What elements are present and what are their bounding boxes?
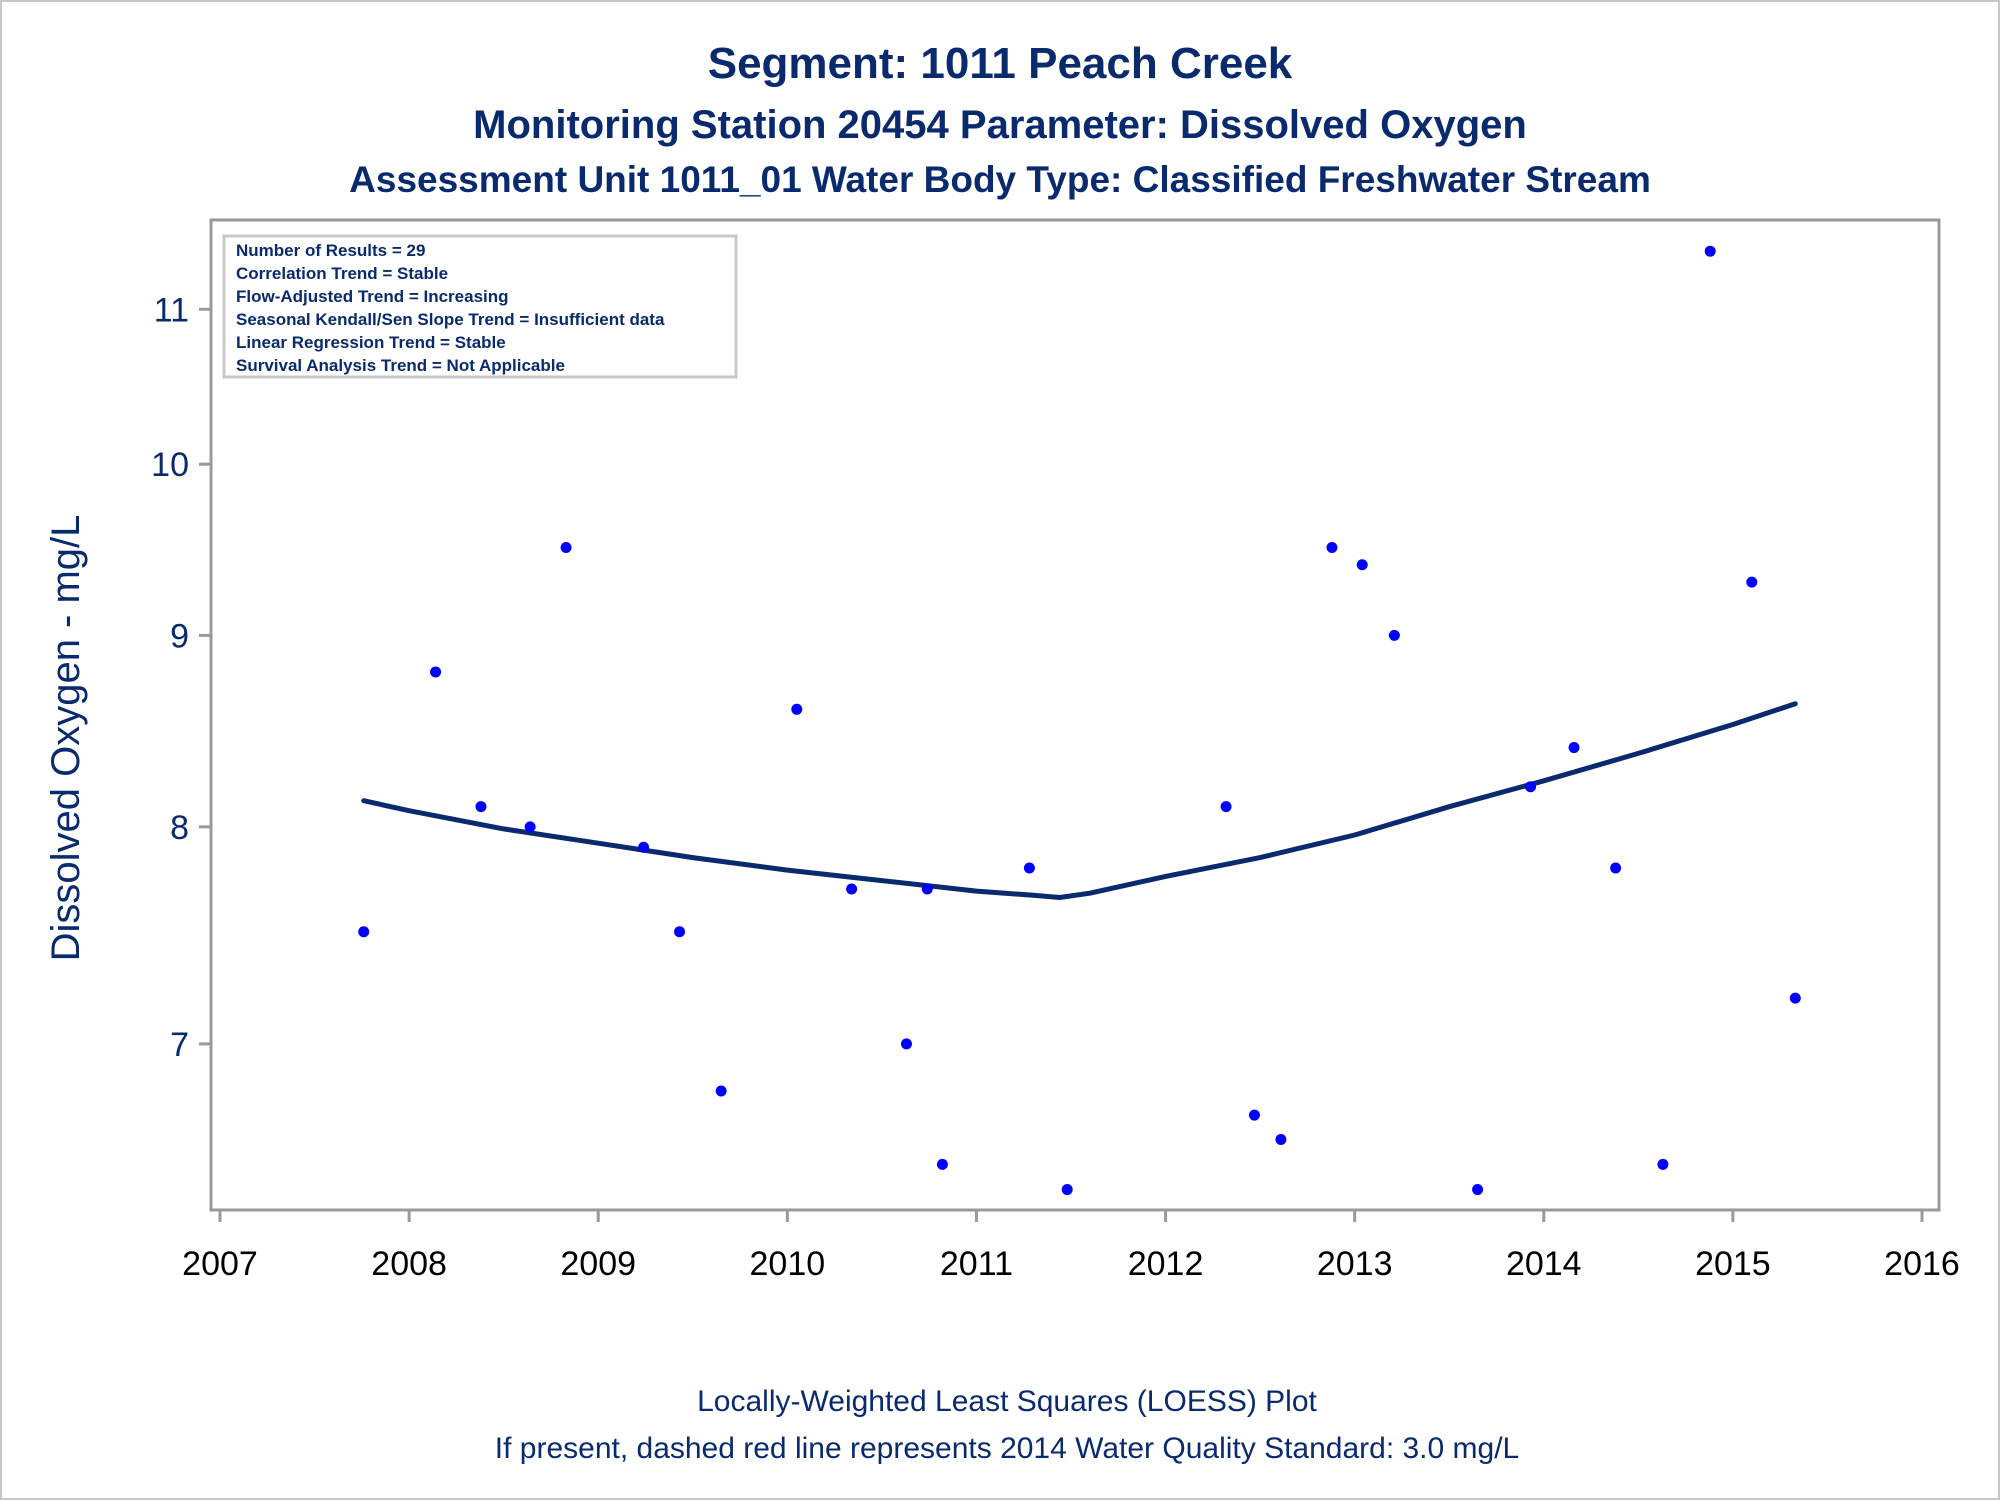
y-tick-label: 9	[170, 617, 189, 655]
data-point	[846, 883, 858, 895]
data-point	[638, 841, 650, 853]
data-point	[1568, 742, 1580, 754]
data-point	[1657, 1158, 1669, 1170]
data-point	[900, 1038, 912, 1050]
chart-subtitle-station: Monitoring Station 20454 Parameter: Diss…	[473, 103, 1527, 147]
x-tick-label: 2009	[560, 1245, 636, 1283]
footnote-loess: Locally-Weighted Least Squares (LOESS) P…	[697, 1385, 1317, 1418]
x-axis: 2007 2008 2009 2010 2011 2012 2013 2014 2015 2016	[182, 1210, 1960, 1283]
stats-line-number-of-results: Number of Results = 29	[236, 241, 425, 260]
data-point	[1220, 801, 1232, 813]
data-point	[430, 666, 442, 678]
plot-area	[209, 218, 1941, 1212]
x-tick-label: 2012	[1128, 1245, 1204, 1283]
x-tick-label: 2007	[182, 1245, 258, 1283]
data-point	[1248, 1109, 1260, 1121]
loess-layer	[361, 701, 1798, 900]
data-point	[524, 821, 536, 833]
y-tick-label: 8	[170, 809, 189, 847]
data-point	[1789, 992, 1801, 1004]
data-point	[1023, 862, 1035, 874]
data-point	[936, 1158, 948, 1170]
data-point	[674, 926, 686, 938]
chart-title: Segment: 1011 Peach Creek	[708, 39, 1293, 88]
chart-subtitle-assessment-unit: Assessment Unit 1011_01 Water Body Type:…	[349, 159, 1651, 200]
x-tick-label: 2015	[1695, 1245, 1771, 1283]
data-point	[1388, 629, 1400, 641]
data-point	[475, 801, 487, 813]
stats-line-flow-adjusted-trend: Flow-Adjusted Trend = Increasing	[236, 287, 509, 306]
footnote-water-quality-standard: If present, dashed red line represents 2…	[495, 1432, 1519, 1465]
data-point	[1472, 1184, 1484, 1196]
data-point	[715, 1085, 727, 1097]
x-tick-label: 2016	[1884, 1245, 1960, 1283]
y-axis: 7 8 9 10 11	[151, 291, 211, 1064]
points-layer	[358, 245, 1801, 1196]
data-point	[560, 542, 572, 554]
y-tick-label: 7	[170, 1026, 189, 1064]
y-tick-label: 10	[151, 446, 189, 484]
data-point	[358, 926, 370, 938]
data-point	[1061, 1184, 1073, 1196]
y-axis-label: Dissolved Oxygen - mg/L	[44, 515, 88, 962]
data-point	[1704, 245, 1716, 257]
x-tick-label: 2010	[750, 1245, 826, 1283]
data-point	[1610, 862, 1622, 874]
data-point	[1356, 559, 1368, 571]
stats-line-seasonal-kendall-trend: Seasonal Kendall/Sen Slope Trend = Insuf…	[236, 310, 665, 329]
x-tick-label: 2013	[1317, 1245, 1393, 1283]
x-tick-label: 2014	[1506, 1245, 1582, 1283]
x-tick-label: 2011	[940, 1245, 1013, 1283]
data-point	[1525, 781, 1537, 793]
y-tick-label: 11	[154, 291, 189, 329]
x-tick-label: 2008	[371, 1245, 447, 1283]
stats-inset-box	[222, 234, 738, 379]
data-point	[791, 703, 803, 715]
data-point	[921, 883, 933, 895]
data-point	[1746, 576, 1758, 588]
data-point	[1275, 1134, 1287, 1146]
data-point	[1326, 542, 1338, 554]
stats-line-correlation-trend: Correlation Trend = Stable	[236, 264, 448, 283]
loess-curve	[361, 701, 1798, 900]
stats-inset: Number of Results = 29 Correlation Trend…	[222, 234, 738, 379]
stats-line-linear-regression-trend: Linear Regression Trend = Stable	[236, 333, 506, 352]
stats-line-survival-analysis-trend: Survival Analysis Trend = Not Applicable	[236, 356, 565, 375]
